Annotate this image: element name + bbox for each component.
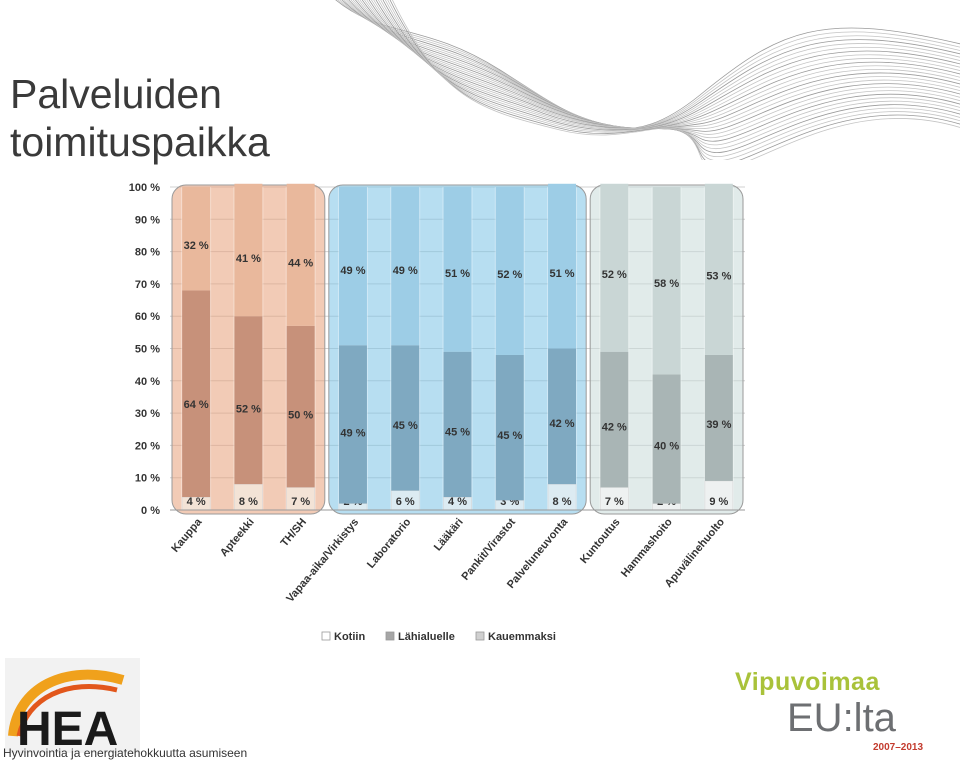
x-category-label: Lääkäri: [432, 516, 466, 553]
x-category-label: Laboratorio: [365, 516, 414, 571]
data-label: 64 %: [184, 399, 209, 411]
bar-segment-lähialuelle: [338, 345, 367, 504]
data-label: 52 %: [602, 269, 627, 281]
y-tick-label: 50 %: [135, 344, 160, 356]
bar-segment-lähialuelle: [286, 325, 315, 488]
vipuvoimaa-eu-logo: Vipuvoimaa EU:lta 2007–2013: [735, 668, 935, 758]
data-label: 51 %: [445, 268, 470, 280]
data-label: 8 %: [239, 496, 258, 508]
decorative-wave-lines: [0, 0, 960, 200]
y-tick-label: 40 %: [135, 376, 160, 388]
decorative-wave-line: [392, 0, 960, 170]
y-tick-label: 80 %: [135, 247, 160, 259]
x-category-label: Apteekki: [218, 516, 257, 559]
data-label: 42 %: [602, 421, 627, 433]
data-label: 41 %: [236, 253, 261, 265]
data-label: 42 %: [550, 418, 575, 430]
data-label: 32 %: [184, 240, 209, 252]
data-label: 51 %: [550, 268, 575, 280]
data-label: 7 %: [605, 496, 624, 508]
stacked-bar-chart: 0 % 10 % 20 % 30 % 40 % 50 % 60 % 70 % 80 % 90 % 1…: [129, 182, 745, 643]
data-label: 45 %: [497, 430, 522, 442]
bar-segment-kauemmaksi: [391, 187, 420, 346]
bar-segment-lähialuelle: [600, 351, 629, 488]
data-label: 39 %: [706, 419, 731, 431]
eu-logo-line-3: 2007–2013: [873, 742, 924, 753]
x-category-label: Pankit/Virastot: [459, 516, 518, 583]
hea-logo-text: HEA: [17, 703, 118, 753]
bar-segment-kauemmaksi: [600, 183, 629, 352]
bar-segment-kauemmaksi: [338, 187, 367, 346]
bar-segment-kauemmaksi: [652, 187, 681, 375]
legend-swatch: [385, 631, 395, 641]
bar-segment-lähialuelle: [495, 354, 524, 501]
data-label: 45 %: [393, 420, 418, 432]
data-label: 4 %: [448, 496, 467, 508]
bar-segment-lähialuelle: [548, 348, 577, 485]
bar-segment-kauemmaksi: [234, 183, 263, 317]
data-label: 45 %: [445, 427, 470, 439]
title-line-2: toimituspaikka: [10, 119, 270, 165]
y-tick-label: 0 %: [141, 505, 160, 517]
bar-segment-lähialuelle: [234, 316, 263, 485]
data-label: 8 %: [553, 496, 572, 508]
data-label: 49 %: [340, 427, 365, 439]
legend-label: Lähialuelle: [398, 631, 455, 643]
data-label: 58 %: [654, 278, 679, 290]
bar-segment-kauemmaksi: [495, 187, 524, 355]
x-category-label: Apuvälinehuolto: [663, 516, 728, 590]
page-title: Palveluiden toimituspaikka: [10, 70, 270, 166]
data-label: 50 %: [288, 410, 313, 422]
hea-logo: HEA: [5, 658, 140, 753]
bar-segment-lähialuelle: [652, 374, 681, 504]
y-tick-label: 60 %: [135, 311, 160, 323]
legend-label: Kauemmaksi: [488, 631, 556, 643]
bar-segment-lähialuelle: [391, 345, 420, 491]
data-label: 40 %: [654, 440, 679, 452]
data-label: 49 %: [393, 265, 418, 277]
bar-segment-kauemmaksi: [286, 183, 315, 326]
bar-segment-kauemmaksi: [704, 183, 733, 355]
y-tick-label: 70 %: [135, 279, 160, 291]
bar-segment-kauemmaksi: [443, 187, 472, 352]
legend-item: Kotiin: [321, 631, 365, 643]
bar-segment-kauemmaksi: [548, 183, 577, 349]
y-tick-label: 30 %: [135, 408, 160, 420]
data-label: 4 %: [187, 496, 206, 508]
data-label: 52 %: [497, 269, 522, 281]
legend-label: Kotiin: [334, 631, 365, 643]
eu-logo-line-1: Vipuvoimaa: [735, 668, 880, 696]
y-tick-label: 100 %: [129, 182, 160, 194]
legend-swatch: [321, 631, 331, 641]
x-category-label: TH/SH: [279, 516, 309, 549]
legend-item: Lähialuelle: [385, 631, 455, 643]
data-label: 52 %: [236, 404, 261, 416]
data-label: 53 %: [706, 271, 731, 283]
data-label: 6 %: [396, 496, 415, 508]
data-label: 44 %: [288, 258, 313, 270]
eu-logo-line-2: EU:lta: [787, 696, 896, 740]
y-tick-label: 10 %: [135, 473, 160, 485]
x-category-label: Kauppa: [169, 516, 205, 555]
y-tick-label: 90 %: [135, 214, 160, 226]
hea-caption: Hyvinvointia ja energiatehokkuutta asumi…: [3, 746, 248, 760]
bar-segment-lähialuelle: [704, 354, 733, 481]
legend-swatch: [475, 631, 485, 641]
legend-item: Kauemmaksi: [475, 631, 556, 643]
y-tick-label: 20 %: [135, 440, 160, 452]
data-label: 49 %: [340, 265, 365, 277]
data-label: 7 %: [291, 496, 310, 508]
x-category-label: Kuntoutus: [578, 516, 623, 566]
bar-segment-kauemmaksi: [182, 187, 211, 291]
bar-segment-kotiin: [547, 483, 577, 511]
bar-segment-lähialuelle: [182, 290, 211, 498]
x-category-label: Hammashoito: [619, 516, 675, 580]
bar-segment-lähialuelle: [443, 351, 472, 498]
title-line-1: Palveluiden: [10, 71, 222, 117]
data-label: 9 %: [709, 496, 728, 508]
